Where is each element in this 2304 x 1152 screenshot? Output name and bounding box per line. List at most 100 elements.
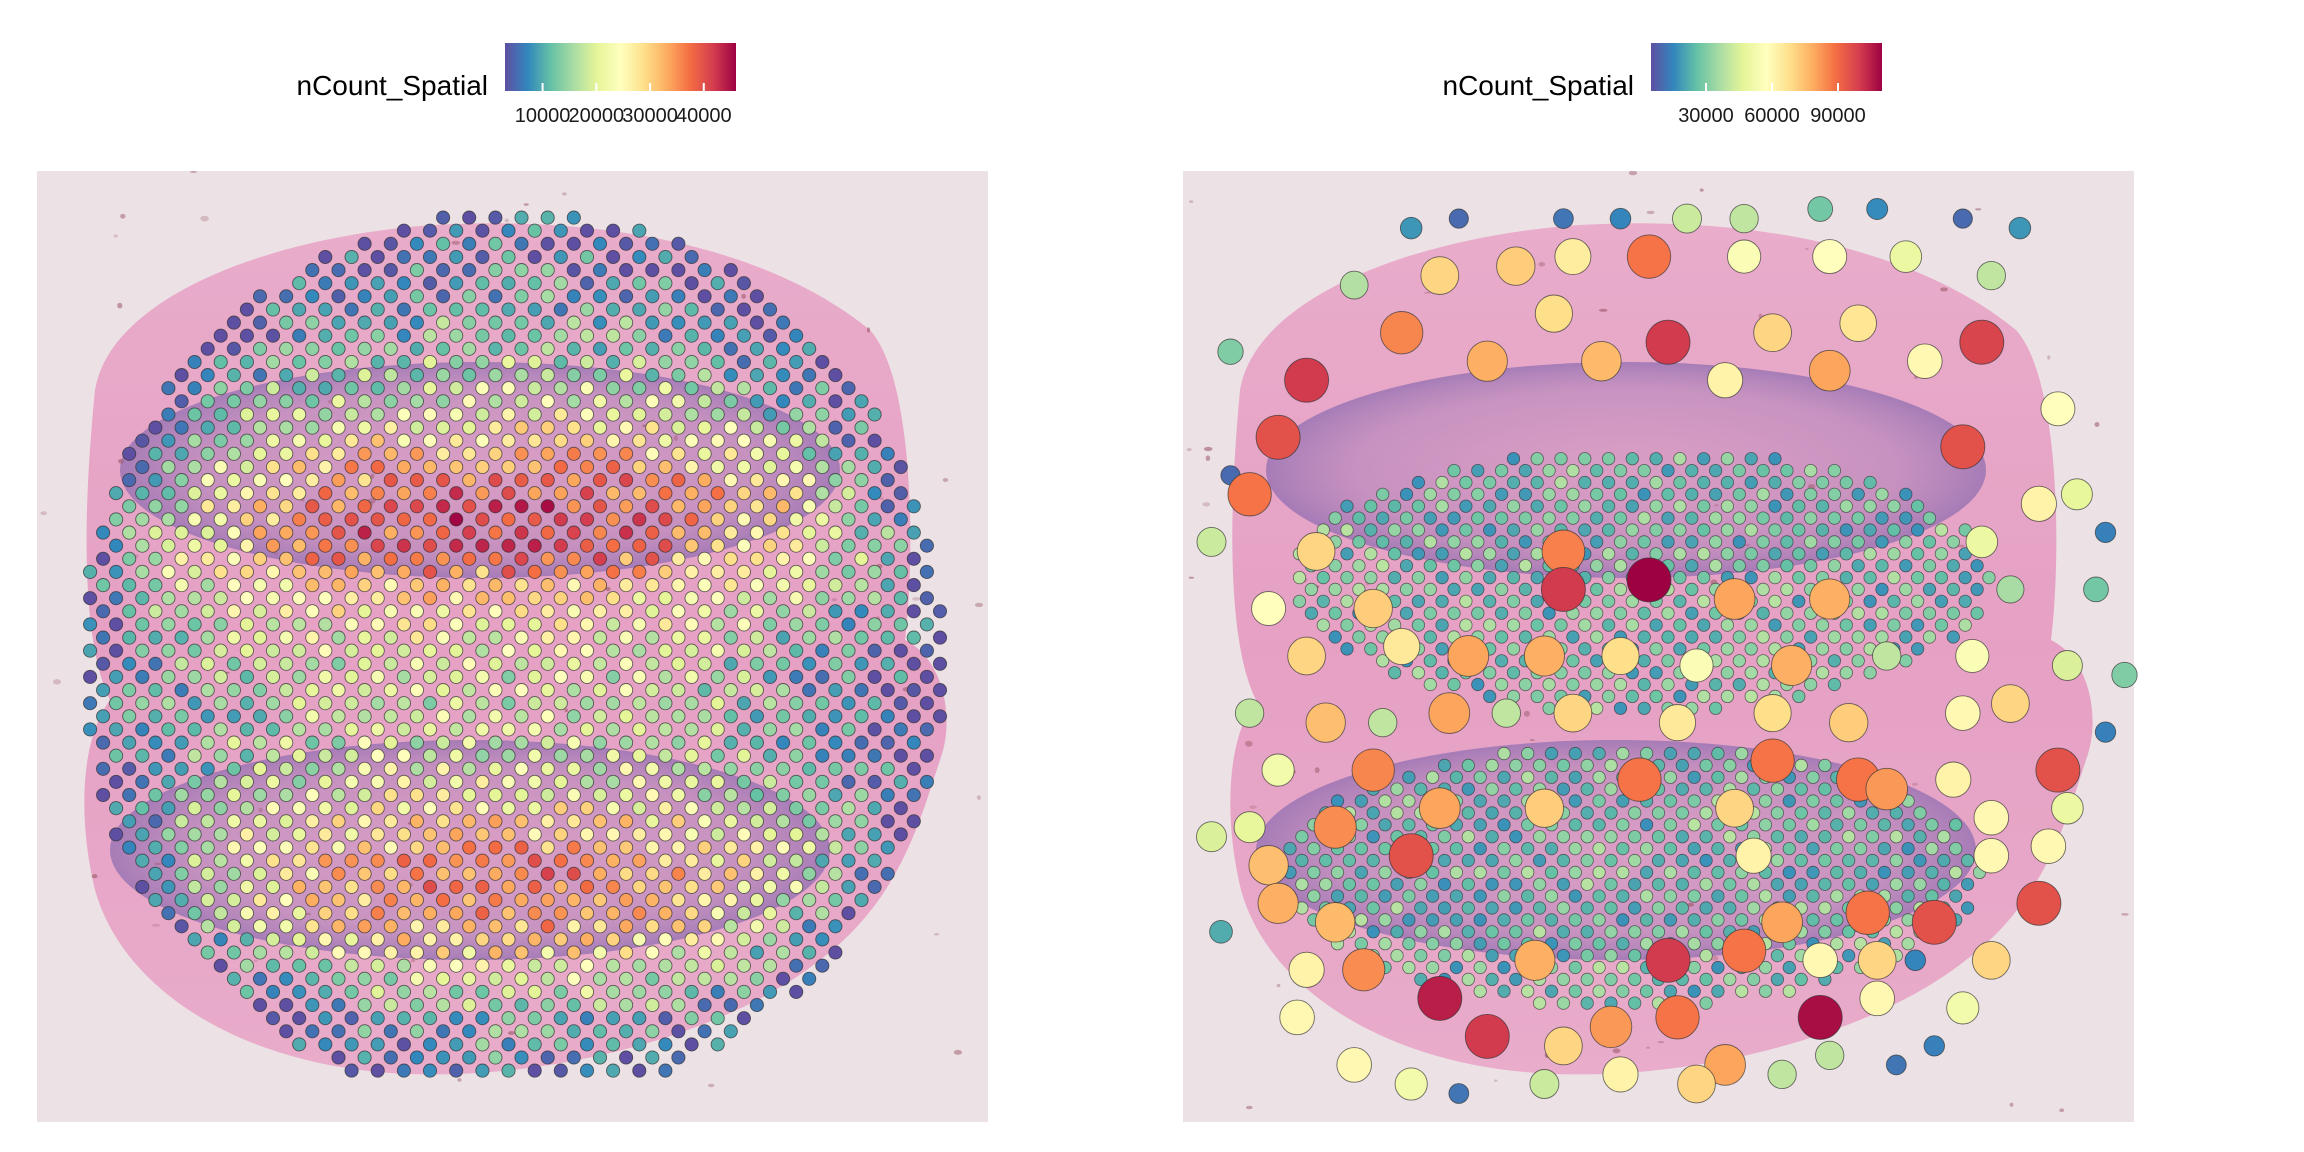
- spot: [1744, 642, 1758, 656]
- spot: [1449, 865, 1464, 880]
- spot: [396, 564, 411, 579]
- spot: [83, 696, 98, 711]
- spot: [1304, 582, 1319, 597]
- spot: [566, 604, 581, 619]
- spot: [305, 866, 320, 881]
- spot: [1473, 770, 1487, 784]
- spot: [187, 354, 202, 370]
- spot: [1661, 463, 1675, 478]
- spot: [1806, 770, 1820, 784]
- spot: [462, 761, 477, 776]
- spot: [566, 499, 581, 514]
- spot: [1423, 559, 1437, 573]
- spot: [370, 302, 385, 317]
- spot: [344, 643, 359, 658]
- spot: [697, 971, 712, 986]
- spot: [632, 722, 647, 737]
- spot: [906, 656, 921, 671]
- spot: [1485, 758, 1499, 773]
- spot: [802, 787, 817, 803]
- spot: [1827, 559, 1842, 573]
- spot: [710, 984, 725, 999]
- spot: [1640, 818, 1654, 832]
- spot: [488, 1024, 503, 1039]
- spot: [527, 879, 542, 894]
- spot: [684, 958, 699, 973]
- spot: [815, 512, 830, 527]
- spot: [1328, 630, 1342, 644]
- spot: [449, 669, 464, 684]
- spot: [1544, 865, 1559, 880]
- spot: [1794, 782, 1808, 796]
- spot: [514, 709, 529, 724]
- spot: [383, 761, 398, 776]
- spot: [1687, 818, 1701, 832]
- spot: [252, 971, 268, 986]
- spot: [606, 853, 621, 868]
- spot: [265, 932, 281, 947]
- spot: [252, 892, 268, 908]
- spot: [893, 459, 908, 475]
- spot: [710, 853, 725, 868]
- spot: [1720, 499, 1735, 513]
- spot: [1663, 889, 1678, 903]
- spot: [1592, 984, 1606, 998]
- spot: [1901, 889, 1915, 903]
- spot: [553, 223, 568, 238]
- spot: [684, 984, 699, 999]
- spot: [723, 892, 738, 908]
- spot: [1720, 642, 1735, 656]
- spot: [1768, 547, 1782, 561]
- spot: [684, 696, 699, 711]
- spot: [1827, 511, 1842, 525]
- spot: [122, 525, 137, 540]
- spot: [645, 997, 660, 1013]
- spot: [1780, 535, 1794, 549]
- spot: [566, 787, 581, 803]
- spot: [344, 354, 359, 370]
- spot: [331, 840, 346, 855]
- spot: [645, 840, 660, 855]
- spot: [723, 997, 738, 1013]
- spot: [318, 512, 333, 527]
- spot: [1461, 925, 1475, 939]
- spot: [200, 394, 215, 409]
- spot: [566, 210, 581, 225]
- spot: [331, 315, 346, 330]
- spot: [710, 381, 725, 396]
- spot: [579, 879, 595, 894]
- spot: [1899, 559, 1913, 573]
- spot: [762, 486, 778, 501]
- spot: [135, 643, 150, 658]
- spot: [1613, 606, 1628, 620]
- spot: [1530, 689, 1544, 704]
- spot: [671, 341, 686, 356]
- spot: [436, 892, 451, 908]
- spot: [566, 289, 581, 304]
- spot: [252, 551, 268, 566]
- spot: [1616, 960, 1630, 975]
- spot: [579, 722, 595, 737]
- spot: [1366, 901, 1380, 915]
- spot: [606, 932, 621, 947]
- spot: [749, 787, 764, 803]
- spot: [1533, 758, 1547, 773]
- spot: [135, 512, 150, 527]
- spot: [1529, 1069, 1560, 1099]
- spot: [1946, 582, 1960, 597]
- spot: [1877, 818, 1892, 832]
- spot: [815, 591, 830, 606]
- spot: [422, 1011, 438, 1026]
- spot: [1530, 475, 1544, 490]
- spot: [357, 499, 372, 514]
- spot: [1613, 582, 1628, 597]
- spot: [1651, 925, 1666, 939]
- spot: [1390, 877, 1404, 891]
- spot: [370, 381, 385, 396]
- spot: [1616, 841, 1630, 856]
- spot: [841, 486, 856, 501]
- spot: [226, 604, 241, 619]
- spot: [1604, 877, 1618, 891]
- spot: [802, 892, 817, 908]
- spot: [776, 473, 791, 488]
